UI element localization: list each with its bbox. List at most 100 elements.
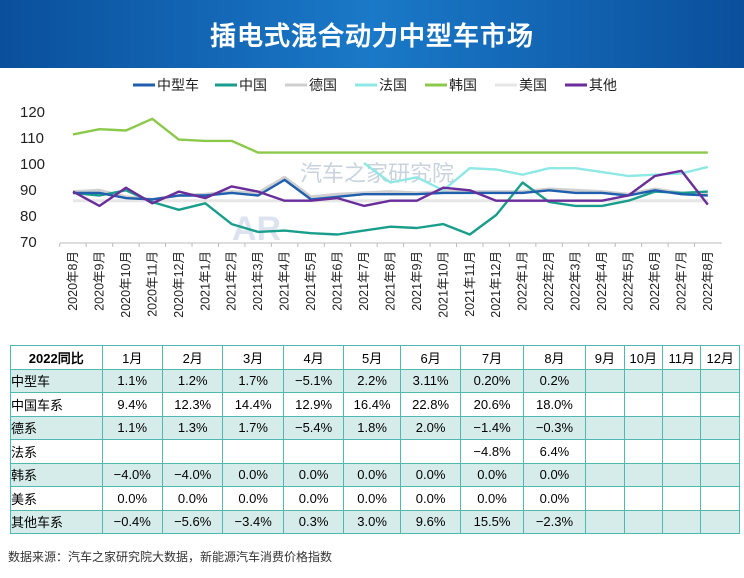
table-cell: 2月 xyxy=(161,345,224,370)
table-row: 韩系 −4.0% −4.0% 0.0% 0.0% 0.0% 0.0% 0.0% 0.0% xyxy=(10,462,740,487)
row-label: 韩系 xyxy=(10,462,103,487)
table-cell: −4.0% xyxy=(161,462,224,487)
table-cell: 0.0% xyxy=(460,462,524,487)
y-tick-label: 100 xyxy=(20,156,45,173)
table-cell: 12.3% xyxy=(161,392,224,417)
table-cell: −4.8% xyxy=(460,439,524,464)
table-cell xyxy=(623,509,663,534)
table-row: 美系 0.0% 0.0% 0.0% 0.0% 0.0% 0.0% 0.0% 0.0% xyxy=(10,486,740,511)
table-cell: 1.3% xyxy=(161,415,224,440)
x-tick-label: 2020年10月 xyxy=(119,251,133,318)
table-cell: −5.1% xyxy=(282,368,345,393)
source-note: 数据来源：汽车之家研究院大数据，新能源汽车消费价格指数 xyxy=(8,550,333,564)
table-cell: 6月 xyxy=(399,345,462,370)
table-cell: 9月 xyxy=(585,345,625,370)
table-cell: 14.4% xyxy=(222,392,284,417)
table-cell: 0.0% xyxy=(161,486,224,511)
table-cell: 1.7% xyxy=(222,415,284,440)
table-header-row: 2022同比 1月 2月 3月 4月 5月 6月 7月 8月 9月 10月 11月 12月 xyxy=(10,345,740,370)
legend-label: 德国 xyxy=(309,77,337,93)
table-cell xyxy=(161,439,224,464)
x-tick-label: 2020年11月 xyxy=(145,251,159,317)
series-line-中国 xyxy=(72,181,708,236)
table-cell xyxy=(623,415,663,440)
watermark-logo: AR xyxy=(232,210,281,248)
table-cell: 15.5% xyxy=(460,509,524,534)
table-cell xyxy=(399,439,462,464)
table-cell: 8月 xyxy=(522,345,587,370)
table-cell: −5.6% xyxy=(161,509,224,534)
x-tick-label: 2021年11月 xyxy=(463,251,477,317)
table-cell: 0.3% xyxy=(282,509,345,534)
table-cell: −1.4% xyxy=(460,415,524,440)
table-cell xyxy=(585,392,625,417)
legend-label: 韩国 xyxy=(449,77,477,93)
table-cell: 3.11% xyxy=(399,368,462,393)
table-row: 中国车系 9.4% 12.3% 14.4% 12.9% 16.4% 22.8% 20.6% 18… xyxy=(10,392,740,417)
x-tick-label: 2021年7月 xyxy=(357,251,371,311)
table-cell: 0.20% xyxy=(460,368,524,393)
table-cell: 10月 xyxy=(623,345,663,370)
x-tick-label: 2020年12月 xyxy=(172,251,186,318)
table-cell: 0.0% xyxy=(222,486,284,511)
table-cell xyxy=(700,368,740,393)
table-cell xyxy=(661,486,702,511)
x-tick-label: 2021年4月 xyxy=(278,251,292,311)
legend-label: 中型车 xyxy=(157,77,199,93)
series-line-法国 xyxy=(363,162,709,192)
x-tick-label: 2021年10月 xyxy=(436,251,450,318)
table-cell: 0.0% xyxy=(101,486,163,511)
legend-label: 美国 xyxy=(519,77,547,93)
table-cell xyxy=(700,415,740,440)
table-cell: 0.2% xyxy=(522,368,587,393)
table-cell: 1.7% xyxy=(222,368,284,393)
table-cell xyxy=(700,486,740,511)
table-cell: −4.0% xyxy=(101,462,163,487)
table-cell xyxy=(222,439,284,464)
table-cell xyxy=(661,439,702,464)
row-label: 中国车系 xyxy=(10,392,103,417)
series-line-其他 xyxy=(72,169,709,208)
x-tick-label: 2022年2月 xyxy=(542,251,556,311)
table-cell: 6.4% xyxy=(522,439,587,464)
table-cell xyxy=(623,368,663,393)
y-tick-label: 80 xyxy=(20,208,37,225)
table-cell: 2.2% xyxy=(343,368,401,393)
table-cell: 22.8% xyxy=(399,392,462,417)
table-cell xyxy=(661,392,702,417)
table-cell xyxy=(661,368,702,393)
row-label: 中型车 xyxy=(10,368,103,393)
legend-label: 其他 xyxy=(589,77,617,93)
x-tick-label: 2022年8月 xyxy=(701,251,715,311)
table-row: 法系 −4.8% 6.4% xyxy=(10,439,740,464)
table-cell: 18.0% xyxy=(522,392,587,417)
table-row: 中型车 1.1% 1.2% 1.7% −5.1% 2.2% 3.11% 0.20% 0.2% xyxy=(10,368,740,393)
table-cell xyxy=(343,439,401,464)
table-cell: 12.9% xyxy=(282,392,345,417)
table-cell: 0.0% xyxy=(282,486,345,511)
legend-label: 中国 xyxy=(239,77,267,93)
table-cell: 9.6% xyxy=(399,509,462,534)
table-cell: 0.0% xyxy=(282,462,345,487)
table-cell xyxy=(623,439,663,464)
title-banner: 插电式混合动力中型车市场 xyxy=(0,0,744,68)
x-tick-label: 2021年6月 xyxy=(331,251,345,311)
x-tick-label: 2022年5月 xyxy=(621,251,635,311)
table-cell: 0.0% xyxy=(222,462,284,487)
table-cell xyxy=(661,462,702,487)
table-cell: −0.4% xyxy=(101,509,163,534)
table-cell: 1月 xyxy=(101,345,163,370)
series-line-韩国 xyxy=(72,117,708,154)
table-cell: 1.8% xyxy=(343,415,401,440)
table-cell: 0.0% xyxy=(522,486,587,511)
table-cell: −0.3% xyxy=(522,415,587,440)
table-row: 其他车系 −0.4% −5.6% −3.4% 0.3% 3.0% 9.6% 15.5% −2.3… xyxy=(10,509,740,534)
table-cell: 1.1% xyxy=(101,415,163,440)
table-cell xyxy=(623,486,663,511)
table-cell: 7月 xyxy=(460,345,524,370)
table-cell: 5月 xyxy=(343,345,401,370)
table-cell: 16.4% xyxy=(343,392,401,417)
x-tick-label: 2021年1月 xyxy=(198,251,212,311)
table-cell: 1.1% xyxy=(101,368,163,393)
table-cell: 0.0% xyxy=(343,486,401,511)
